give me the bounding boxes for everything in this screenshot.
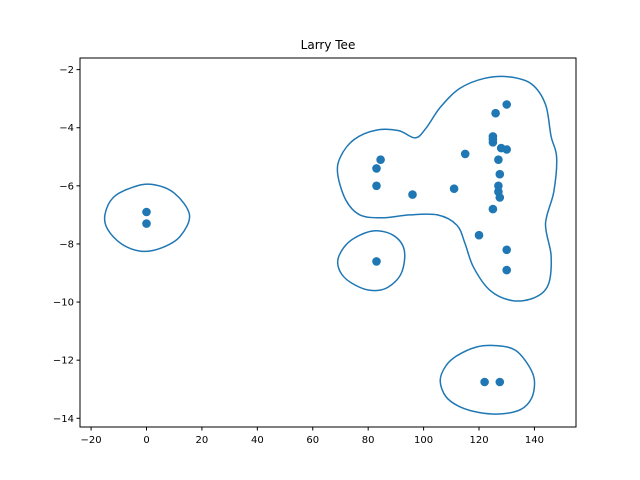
y-tick-label: −2: [59, 65, 74, 76]
x-tick-label: 40: [251, 435, 264, 446]
data-point-8: [449, 184, 459, 193]
density-contour-3: [336, 75, 558, 302]
density-contours: [103, 75, 558, 415]
x-tick-label: 100: [414, 435, 433, 446]
data-point-4: [372, 164, 381, 173]
y-tick-label: −4: [59, 123, 74, 134]
data-point-5: [372, 181, 381, 191]
data-point-14: [488, 204, 498, 214]
data-point-22: [502, 100, 512, 109]
data-point-25: [502, 265, 512, 275]
y-tick-label: −8: [59, 239, 74, 250]
data-point-19: [495, 169, 505, 179]
x-tick-label: 0: [143, 435, 149, 446]
data-point-26: [480, 377, 489, 387]
y-tick-label: −6: [59, 181, 74, 192]
plot-frame: [79, 57, 577, 428]
density-contour-4: [439, 344, 536, 415]
data-point-24: [502, 245, 512, 255]
data-point-16: [494, 155, 503, 164]
data-point-20: [495, 193, 505, 202]
density-contour-2: [336, 230, 406, 292]
x-tick-label: 20: [196, 435, 209, 446]
data-point-2: [142, 219, 151, 228]
data-point-27: [495, 377, 505, 387]
y-tick-label: −12: [53, 356, 74, 367]
x-tick-label: 60: [306, 435, 319, 446]
data-points: [142, 100, 512, 387]
density-contour-1: [103, 183, 191, 253]
y-tick-label: −10: [53, 298, 74, 309]
data-point-3: [372, 257, 381, 266]
axes: −20 0 20 40 60 80 100 120 140 −14 −12 −10 −8 −6 −4 −2: [53, 57, 577, 446]
x-tick-label: 140: [525, 435, 544, 446]
data-point-9: [460, 149, 470, 159]
y-tick-label: −14: [53, 414, 74, 425]
x-tick-label: −20: [81, 435, 102, 446]
data-point-6: [376, 155, 385, 164]
data-point-1: [142, 207, 151, 217]
data-point-17: [494, 181, 503, 191]
data-point-13: [488, 138, 498, 147]
data-point-7: [408, 190, 417, 199]
data-point-23: [502, 145, 512, 154]
x-tick-label: 120: [469, 435, 488, 446]
x-tick-label: 80: [362, 435, 375, 446]
data-point-15: [491, 108, 500, 118]
data-point-10: [474, 230, 484, 240]
chart-title: Larry Tee: [301, 38, 356, 52]
